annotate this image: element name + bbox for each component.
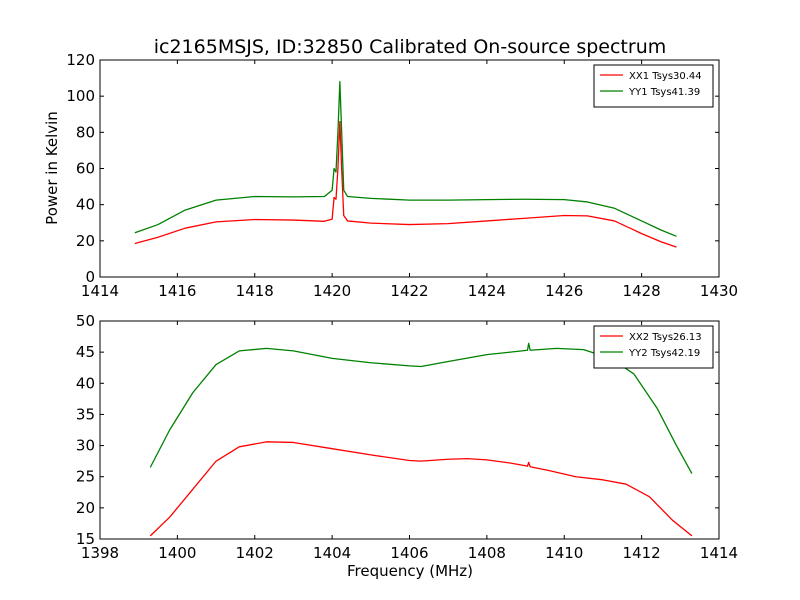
bottom-ticks-layer: 1398 1400 1402 1404 1406 1408 1410 1412 1414 15 20…	[76, 312, 738, 562]
top-legend-label-1: XX1 Tsys30.44	[629, 71, 702, 82]
top-x-tick-label: 1414	[81, 282, 119, 300]
top-y-tick-label: 0	[85, 268, 95, 286]
bottom-x-tick-label: 1412	[623, 544, 661, 562]
top-y-tick-label: 40	[76, 196, 95, 214]
figure-title: ic2165MSJS, ID:32850 Calibrated On-sourc…	[154, 36, 667, 58]
bottom-series-line-1	[149, 441, 693, 537]
bottom-y-tick-label: 30	[76, 437, 95, 455]
bottom-x-tick-label: 1410	[545, 544, 583, 562]
top-x-tick-label: 1426	[545, 282, 583, 300]
bottom-legend: XX2 Tsys26.13 YY2 Tsys42.19	[593, 325, 714, 369]
top-x-tick-label: 1430	[700, 282, 738, 300]
bottom-x-tick-label: 1406	[390, 544, 428, 562]
top-y-tick-label: 20	[76, 232, 95, 250]
top-panel: 1414 1416 1418 1420 1422 1424 1426 1428 1430 0 20 4…	[66, 51, 738, 300]
bottom-x-tick-label: 1404	[313, 544, 351, 562]
top-series-line-1	[134, 120, 677, 248]
bottom-y-tick-label: 40	[76, 374, 95, 392]
bottom-legend-label-1: XX2 Tsys26.13	[629, 332, 702, 343]
top-x-tick-label: 1416	[158, 282, 196, 300]
bottom-legend-box	[593, 325, 714, 369]
top-x-tick-label: 1422	[390, 282, 428, 300]
bottom-y-tick-label: 25	[76, 468, 95, 486]
bottom-y-tick-label: 35	[76, 405, 95, 423]
bottom-legend-label-2: YY2 Tsys42.19	[628, 348, 700, 359]
top-y-tick-label: 60	[76, 160, 95, 178]
top-series-layer	[134, 81, 677, 248]
x-axis-label: Frequency (MHz)	[347, 562, 473, 580]
bottom-x-tick-label: 1402	[236, 544, 274, 562]
bottom-y-tick-label: 20	[76, 499, 95, 517]
bottom-x-tick-label: 1414	[700, 544, 738, 562]
bottom-x-tick-label: 1408	[468, 544, 506, 562]
top-y-tick-label: 100	[66, 87, 95, 105]
bottom-panel: 1398 1400 1402 1404 1406 1408 1410 1412 1414 15 20…	[76, 312, 738, 562]
top-ticks-layer: 1414 1416 1418 1420 1422 1424 1426 1428 1430 0 20 4…	[66, 51, 738, 300]
top-y-tick-label: 120	[66, 51, 95, 69]
bottom-y-tick-label: 15	[76, 530, 95, 548]
bottom-y-tick-label: 45	[76, 343, 95, 361]
top-legend-label-2: YY1 Tsys41.39	[628, 87, 700, 98]
bottom-y-tick-label: 50	[76, 312, 95, 330]
bottom-x-tick-label: 1398	[81, 544, 119, 562]
bottom-x-tick-label: 1400	[158, 544, 196, 562]
top-legend-box	[593, 64, 714, 108]
top-series-line-2	[134, 81, 677, 237]
top-legend: XX1 Tsys30.44 YY1 Tsys41.39	[593, 64, 714, 108]
top-x-tick-label: 1424	[468, 282, 506, 300]
y-axis-label: Power in Kelvin	[43, 111, 61, 225]
top-x-tick-label: 1418	[236, 282, 274, 300]
top-y-tick-label: 80	[76, 123, 95, 141]
top-x-tick-label: 1420	[313, 282, 351, 300]
top-x-tick-label: 1428	[623, 282, 661, 300]
